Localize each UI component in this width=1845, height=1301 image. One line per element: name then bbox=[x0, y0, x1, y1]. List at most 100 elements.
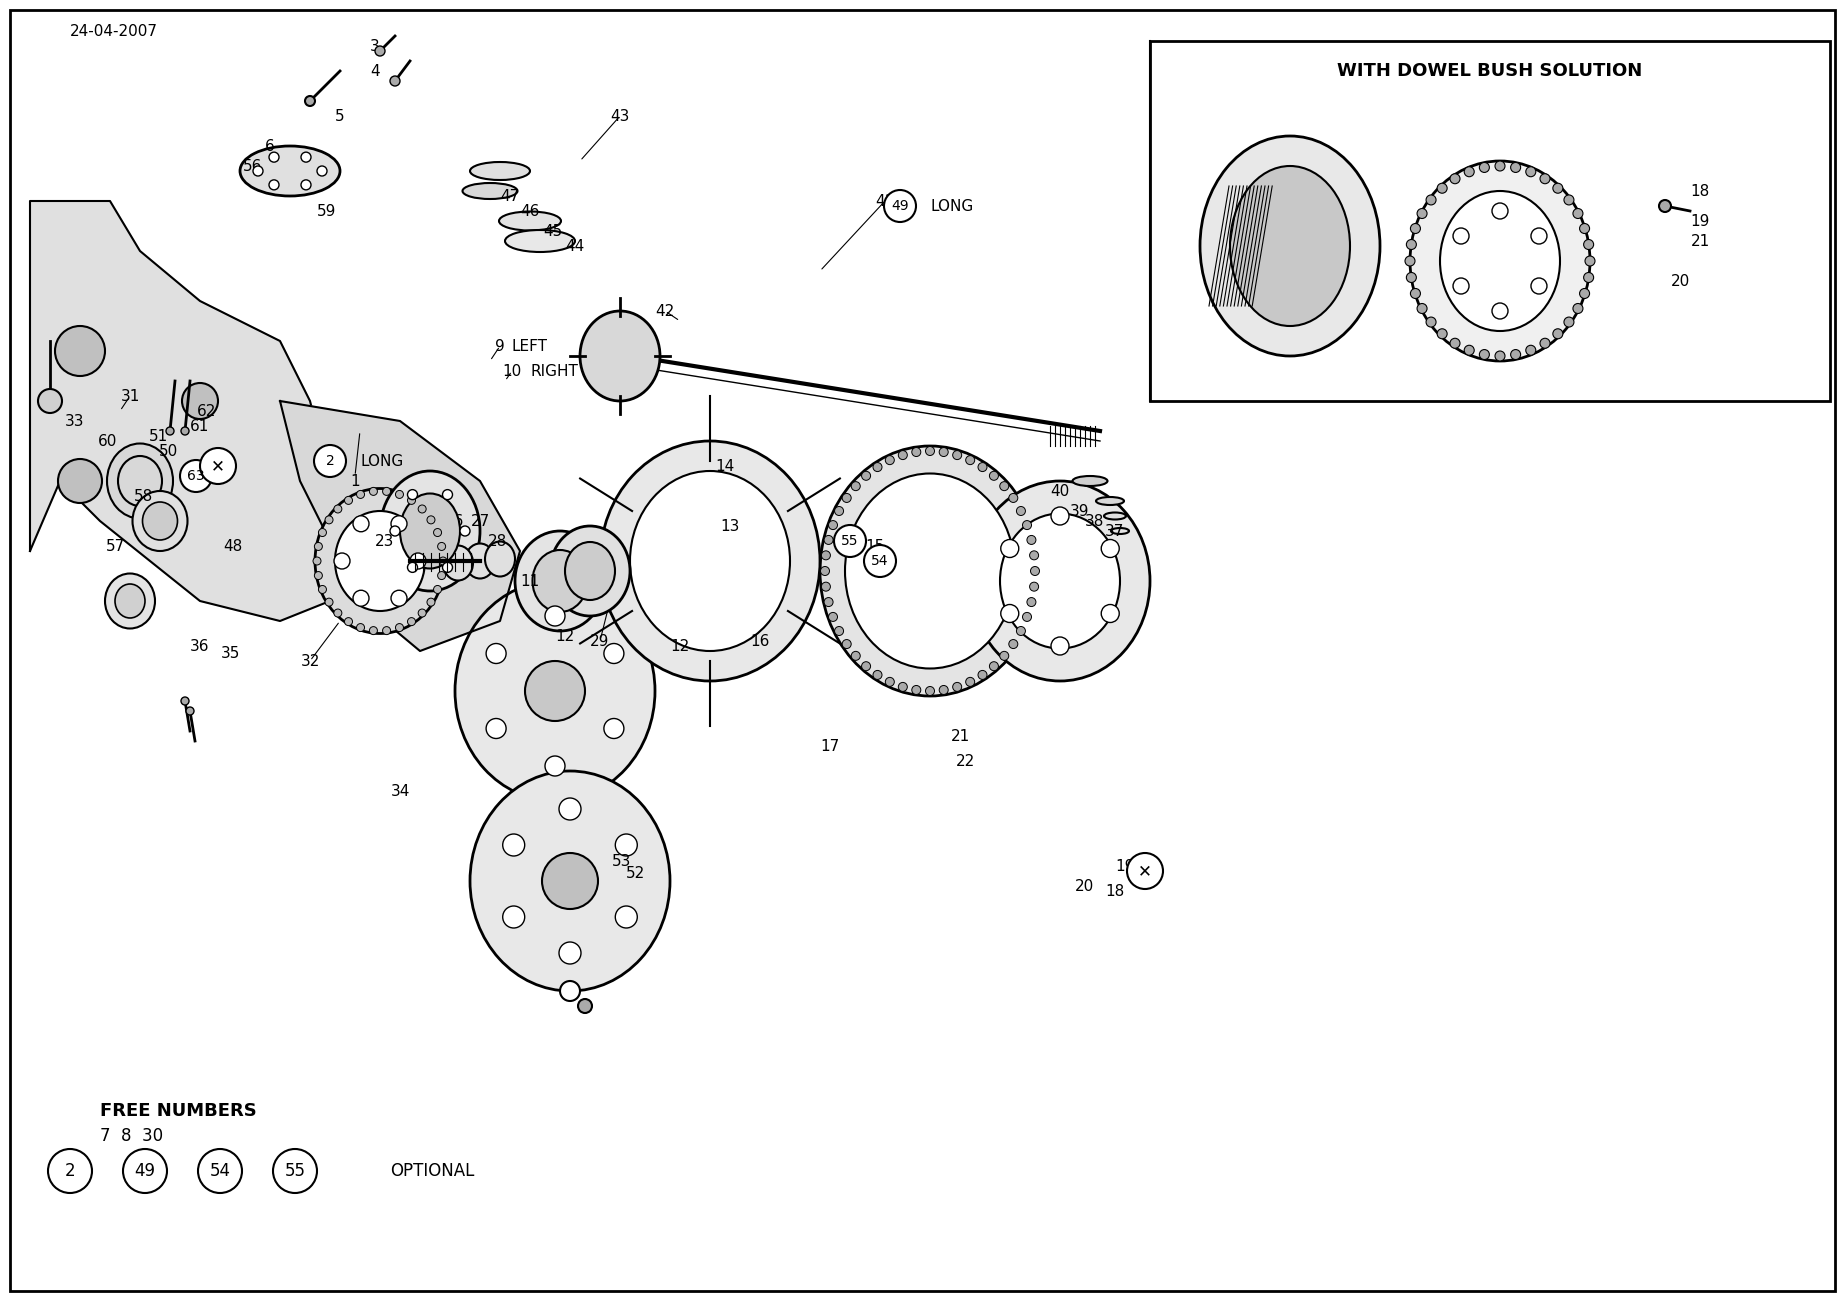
Ellipse shape bbox=[240, 146, 339, 196]
Circle shape bbox=[841, 493, 851, 502]
Text: 9: 9 bbox=[494, 338, 506, 354]
Circle shape bbox=[410, 553, 426, 569]
Text: 55: 55 bbox=[841, 533, 858, 548]
Circle shape bbox=[391, 515, 408, 532]
Text: 53: 53 bbox=[613, 853, 631, 869]
Circle shape bbox=[851, 481, 860, 490]
Circle shape bbox=[1406, 239, 1417, 250]
Text: 16: 16 bbox=[751, 634, 769, 648]
Circle shape bbox=[1553, 329, 1563, 338]
Text: 17: 17 bbox=[821, 739, 839, 753]
Text: 2: 2 bbox=[65, 1162, 76, 1180]
Circle shape bbox=[319, 585, 327, 593]
Circle shape bbox=[926, 446, 935, 455]
Ellipse shape bbox=[485, 541, 515, 576]
Ellipse shape bbox=[470, 771, 670, 991]
Circle shape bbox=[965, 678, 974, 687]
Text: 46: 46 bbox=[520, 203, 541, 219]
Circle shape bbox=[437, 571, 446, 579]
Circle shape bbox=[1127, 853, 1162, 889]
Text: 28: 28 bbox=[487, 533, 507, 549]
Text: 55: 55 bbox=[284, 1162, 306, 1180]
Circle shape bbox=[1583, 239, 1594, 250]
Circle shape bbox=[434, 585, 441, 593]
Circle shape bbox=[57, 459, 101, 503]
Text: 7  8  30: 7 8 30 bbox=[100, 1127, 162, 1145]
Text: 58: 58 bbox=[133, 488, 153, 503]
Circle shape bbox=[911, 686, 921, 695]
Circle shape bbox=[834, 526, 865, 557]
Circle shape bbox=[1426, 317, 1435, 327]
Ellipse shape bbox=[600, 441, 819, 680]
Circle shape bbox=[124, 1149, 168, 1193]
Circle shape bbox=[1410, 289, 1421, 298]
Circle shape bbox=[1017, 506, 1026, 515]
Text: 56: 56 bbox=[244, 159, 262, 173]
Circle shape bbox=[1022, 520, 1031, 530]
Text: 49: 49 bbox=[135, 1162, 155, 1180]
Ellipse shape bbox=[1199, 137, 1380, 356]
Circle shape bbox=[181, 461, 212, 492]
Ellipse shape bbox=[579, 311, 661, 401]
Circle shape bbox=[1000, 652, 1009, 661]
Ellipse shape bbox=[1103, 513, 1125, 519]
Circle shape bbox=[186, 706, 194, 716]
Circle shape bbox=[886, 455, 895, 464]
Circle shape bbox=[1450, 174, 1459, 183]
Circle shape bbox=[314, 445, 347, 477]
Text: 20: 20 bbox=[1670, 273, 1690, 289]
Circle shape bbox=[408, 497, 415, 505]
Circle shape bbox=[862, 662, 871, 671]
Circle shape bbox=[1480, 350, 1489, 359]
Text: 57: 57 bbox=[105, 539, 125, 553]
Circle shape bbox=[978, 670, 987, 679]
Circle shape bbox=[1574, 303, 1583, 314]
Circle shape bbox=[408, 618, 415, 626]
Circle shape bbox=[821, 582, 830, 591]
Ellipse shape bbox=[463, 183, 517, 199]
Text: 18: 18 bbox=[1105, 883, 1125, 899]
Circle shape bbox=[369, 627, 378, 635]
Text: 49: 49 bbox=[891, 199, 910, 213]
Circle shape bbox=[821, 566, 830, 575]
Ellipse shape bbox=[133, 490, 188, 552]
Text: 35: 35 bbox=[220, 645, 240, 661]
Text: 43: 43 bbox=[611, 108, 629, 124]
Circle shape bbox=[1022, 613, 1031, 622]
Circle shape bbox=[1526, 167, 1535, 177]
Text: WITH DOWEL BUSH SOLUTION: WITH DOWEL BUSH SOLUTION bbox=[1338, 62, 1642, 79]
Circle shape bbox=[459, 526, 470, 536]
Circle shape bbox=[181, 697, 188, 705]
Text: 44: 44 bbox=[565, 238, 585, 254]
Circle shape bbox=[841, 640, 851, 649]
Circle shape bbox=[614, 905, 637, 928]
Circle shape bbox=[39, 389, 63, 412]
Ellipse shape bbox=[465, 544, 494, 579]
Circle shape bbox=[1574, 208, 1583, 219]
Ellipse shape bbox=[515, 531, 605, 631]
Text: OPTIONAL: OPTIONAL bbox=[389, 1162, 474, 1180]
Circle shape bbox=[1494, 351, 1506, 360]
Ellipse shape bbox=[315, 488, 445, 634]
Circle shape bbox=[603, 644, 624, 664]
Text: 54: 54 bbox=[210, 1162, 231, 1180]
Ellipse shape bbox=[336, 511, 424, 611]
Text: 52: 52 bbox=[625, 865, 644, 881]
Text: 26: 26 bbox=[445, 514, 465, 528]
Text: FREE NUMBERS: FREE NUMBERS bbox=[100, 1102, 256, 1120]
Text: 50: 50 bbox=[159, 444, 177, 458]
Circle shape bbox=[1526, 345, 1535, 355]
Text: 39: 39 bbox=[1070, 503, 1090, 519]
Circle shape bbox=[375, 46, 386, 56]
Text: 12: 12 bbox=[555, 628, 574, 644]
Circle shape bbox=[382, 488, 391, 496]
Text: 6: 6 bbox=[266, 138, 275, 154]
Text: 41: 41 bbox=[875, 194, 895, 208]
Circle shape bbox=[526, 661, 585, 721]
Ellipse shape bbox=[970, 481, 1149, 680]
Circle shape bbox=[269, 152, 279, 163]
Circle shape bbox=[253, 167, 264, 176]
Circle shape bbox=[389, 526, 400, 536]
Circle shape bbox=[1410, 224, 1421, 233]
Circle shape bbox=[1009, 640, 1018, 649]
